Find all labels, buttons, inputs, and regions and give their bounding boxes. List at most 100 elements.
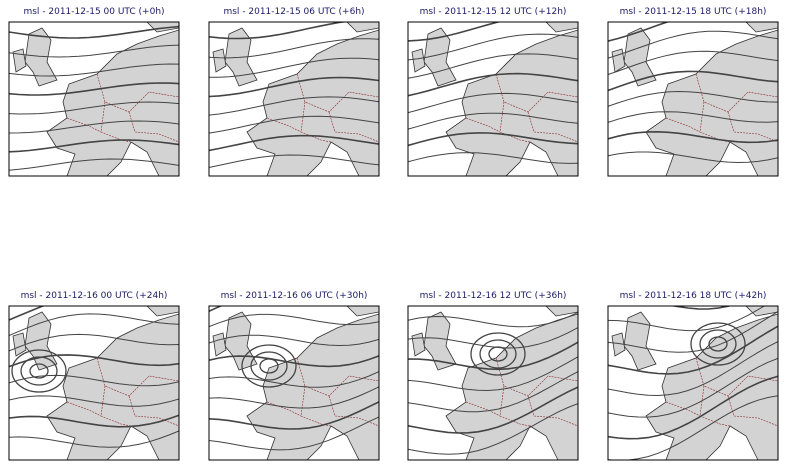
isobar [209, 416, 379, 451]
map-frame [208, 305, 380, 461]
isobar [9, 395, 179, 407]
panel-title: msl - 2011-12-16 12 UTC (+36h) [420, 291, 567, 301]
isobar [670, 306, 732, 310]
map-frame [8, 21, 180, 177]
land [611, 48, 626, 73]
map-panel [209, 306, 379, 460]
low-center [259, 358, 279, 374]
isobar [209, 401, 379, 430]
low-center [470, 332, 526, 376]
isobar [209, 371, 379, 388]
isobar [608, 341, 778, 397]
isobar [209, 355, 379, 368]
isobar [9, 414, 179, 428]
isobar [9, 354, 179, 368]
isobar [9, 63, 179, 77]
isobar [608, 395, 778, 460]
isobar [209, 76, 379, 98]
land [423, 27, 457, 87]
land [346, 306, 379, 317]
map-panel [209, 22, 379, 176]
isobar [408, 341, 578, 371]
map-frame [407, 21, 579, 177]
panel-title: msl - 2011-12-16 00 UTC (+24h) [21, 291, 168, 301]
isobar [209, 154, 379, 168]
isobar [209, 334, 379, 347]
map-panel [408, 306, 578, 460]
land [146, 306, 179, 317]
land [411, 48, 426, 73]
land [346, 22, 379, 33]
land [24, 27, 58, 87]
map-panel [608, 306, 778, 460]
isobar [209, 313, 379, 328]
isobar [9, 306, 46, 321]
map-frame [407, 305, 579, 461]
isobar [9, 158, 179, 171]
isobar [608, 90, 778, 107]
map-frame [607, 21, 779, 177]
isobar [9, 333, 179, 352]
low-center [479, 339, 517, 369]
land [611, 332, 626, 357]
isobar [608, 70, 778, 92]
low-center [11, 349, 67, 393]
isobar [408, 327, 578, 349]
isobar [209, 386, 379, 409]
map-panel [608, 22, 778, 176]
isobar [408, 33, 578, 61]
low-center [250, 351, 288, 381]
land [12, 332, 27, 357]
border [465, 73, 578, 143]
land [745, 22, 778, 33]
isobar [209, 134, 379, 152]
isobar [408, 152, 578, 164]
isobar [408, 356, 578, 392]
isobar [608, 325, 778, 375]
isobar [608, 22, 670, 42]
land [46, 29, 179, 176]
isobar [9, 82, 179, 96]
isobar [408, 22, 502, 42]
isobar [408, 403, 578, 455]
isobar [608, 306, 766, 332]
isobar [209, 22, 349, 40]
isobar [9, 120, 179, 134]
panel-title: msl - 2011-12-15 06 UTC (+6h) [223, 7, 364, 17]
low-center [690, 322, 746, 366]
isobar [608, 375, 778, 440]
land [545, 306, 578, 317]
border [465, 357, 578, 427]
isobar [608, 111, 778, 123]
land [623, 27, 657, 87]
isobar [608, 357, 778, 418]
border [266, 357, 379, 427]
border [66, 357, 179, 427]
land [623, 311, 657, 371]
map-frame [607, 305, 779, 461]
isobar [408, 53, 578, 79]
map-frame [8, 305, 180, 461]
isobar [9, 374, 179, 387]
isobar [209, 38, 379, 59]
border [665, 357, 778, 427]
isobar [608, 50, 778, 75]
isobar [608, 30, 778, 59]
isobar [408, 112, 578, 130]
isobar [408, 312, 578, 328]
low-center [699, 329, 737, 359]
panel-title: msl - 2011-12-15 00 UTC (+0h) [23, 7, 164, 17]
isobar [209, 57, 379, 78]
isobar [408, 371, 578, 413]
border [66, 73, 179, 143]
isobar [408, 72, 578, 97]
isobar [408, 386, 578, 434]
isobar [209, 96, 379, 116]
isobar [608, 130, 778, 144]
low-center [708, 336, 728, 352]
isobar [9, 313, 179, 336]
isobar [9, 430, 179, 448]
isobar [408, 132, 578, 147]
isobar [408, 92, 578, 114]
panel-title: msl - 2011-12-15 12 UTC (+12h) [420, 7, 567, 17]
